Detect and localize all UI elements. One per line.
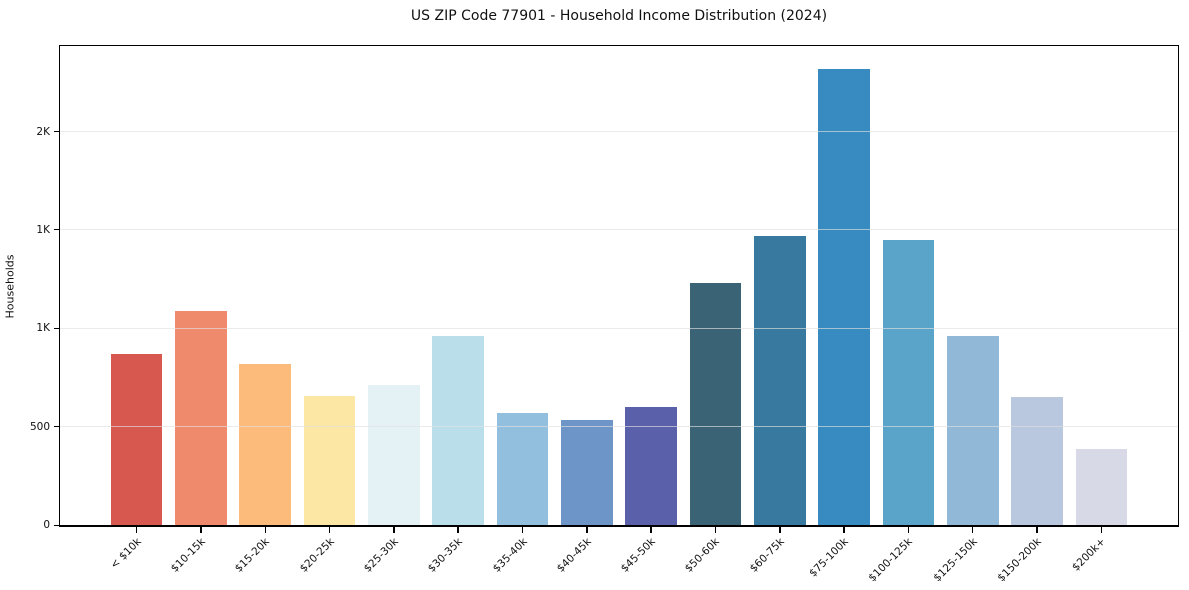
bar-20-25k	[303, 396, 356, 525]
bar-10k	[110, 353, 163, 525]
y-tick-label: 1K	[36, 223, 50, 236]
chart-title: US ZIP Code 77901 - Household Income Dis…	[410, 8, 828, 24]
x-tick-mark	[843, 527, 845, 533]
y-tick-label: 0	[43, 519, 50, 531]
x-tick-label: $125-150k	[931, 535, 980, 585]
y-tick-mark	[54, 426, 59, 428]
y-axis-label-wrap: Households	[2, 45, 18, 527]
x-tick-label: $20-25k	[297, 535, 337, 575]
bar-200k	[1075, 449, 1128, 525]
bar-25-30k	[368, 385, 420, 525]
y-tick-mark	[54, 229, 59, 231]
y-tick-mark	[54, 131, 59, 133]
x-tick-label: $25-30k	[361, 535, 401, 575]
bar-60-75k	[754, 235, 806, 525]
bar-30-35k	[432, 336, 484, 525]
x-tick-mark	[586, 527, 588, 533]
y-axis-label: Households	[3, 254, 17, 318]
bar-45-50k	[625, 406, 677, 525]
bar-100-125k	[882, 239, 935, 525]
x-tick-label: $45-50k	[618, 535, 658, 575]
x-tick-mark	[907, 527, 910, 533]
x-tick-mark	[521, 527, 524, 533]
x-tick-mark	[135, 527, 138, 533]
x-tick-mark	[264, 527, 266, 533]
x-tick-label: $60-75k	[747, 535, 787, 575]
bar-15-20k	[239, 363, 291, 525]
gridline	[60, 426, 1178, 428]
bar-125-150k	[947, 336, 999, 525]
x-tick-mark	[328, 527, 331, 533]
x-tick-mark	[200, 527, 202, 533]
y-tick-label: 500	[29, 420, 50, 433]
x-tick-mark	[779, 527, 781, 533]
gridline	[60, 131, 1178, 133]
x-tick-label: $35-40k	[490, 535, 530, 575]
bar-75-100k	[818, 68, 870, 525]
bar-150-200k	[1011, 397, 1063, 525]
x-tick-label: $40-45k	[554, 535, 594, 575]
x-tick-mark	[1036, 527, 1038, 533]
x-tick-label: $15-20k	[232, 535, 272, 575]
x-tick-label: < $10k	[107, 535, 144, 572]
bar-50-60k	[689, 283, 742, 525]
x-tick-label: $30-35k	[425, 535, 465, 575]
x-tick-mark	[1100, 527, 1103, 533]
gridline	[60, 327, 1178, 329]
x-tick-label: $150-200k	[995, 535, 1044, 585]
x-tick-mark	[714, 527, 717, 533]
bar-10-15k	[175, 310, 227, 525]
plot-area: < $10k $10-15k $15-20k $20-25k $25-30k $30-35…	[30, 45, 1179, 584]
y-tick-label: 1K	[36, 322, 50, 335]
x-tick-label: $100-125k	[866, 535, 916, 585]
y-tick-label: 2K	[36, 125, 50, 138]
x-tick-label: $200k+	[1070, 535, 1109, 574]
x-tick-label: $75-100k	[807, 535, 851, 580]
bar-35-40k	[496, 412, 549, 525]
x-tick-label: $10-15k	[168, 535, 208, 575]
x-tick-mark	[650, 527, 652, 533]
bar-40-45k	[561, 419, 613, 525]
gridline	[60, 229, 1178, 231]
x-tick-mark	[972, 527, 974, 533]
x-tick-label: $50-60k	[683, 535, 723, 575]
y-tick-mark	[54, 524, 59, 526]
x-tick-mark	[457, 527, 459, 533]
x-tick-mark	[393, 527, 395, 533]
y-tick-mark	[54, 327, 59, 329]
